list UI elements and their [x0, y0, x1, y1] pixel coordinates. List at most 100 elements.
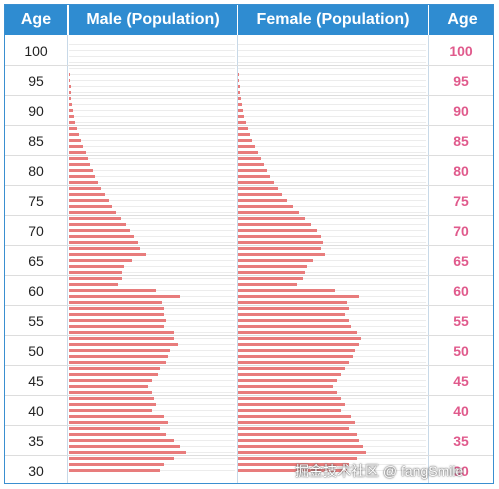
age-label-left: 40 — [28, 403, 44, 419]
male-bar — [69, 307, 164, 310]
age-label-right: 80 — [453, 163, 469, 179]
male-bar — [69, 355, 168, 358]
age-label-right: 45 — [453, 373, 469, 389]
bar-grid-line — [69, 110, 235, 111]
female-bar — [238, 277, 304, 280]
female-bar — [238, 361, 349, 364]
male-bar — [69, 409, 152, 412]
divider-middle — [237, 35, 238, 483]
female-bar — [238, 265, 308, 268]
bar-grid-line — [238, 170, 426, 171]
male-bar — [69, 145, 83, 148]
bar-grid-line — [69, 68, 235, 69]
bar-grid-line — [238, 200, 426, 201]
age-label-right: 35 — [453, 433, 469, 449]
age-label-right: 95 — [453, 73, 469, 89]
age-label-right: 30 — [453, 463, 469, 479]
male-bar — [69, 157, 88, 160]
male-bar — [69, 457, 174, 460]
male-bar — [69, 289, 156, 292]
bar-grid-line — [69, 230, 235, 231]
male-bar — [69, 163, 90, 166]
bar-grid-line — [238, 110, 426, 111]
watermark: 掘金技术社区 @ fangSmile — [295, 463, 464, 479]
bar-grid-line — [69, 194, 235, 195]
female-bar — [238, 421, 355, 424]
female-bar — [238, 217, 306, 220]
bar-grid-line — [69, 158, 235, 159]
female-bar — [238, 337, 361, 340]
bar-grid-line — [69, 284, 235, 285]
bar-grid-line — [69, 272, 235, 273]
age-row-divider — [5, 95, 493, 96]
bar-grid-line — [238, 44, 426, 45]
bar-grid-line — [238, 80, 426, 81]
male-bar — [69, 211, 117, 214]
bar-grid-line — [238, 128, 426, 129]
female-bar — [238, 367, 345, 370]
male-bar — [69, 169, 93, 172]
bar-grid-line — [238, 194, 426, 195]
female-bar — [238, 349, 355, 352]
bar-grid-line — [69, 140, 235, 141]
female-bar — [238, 307, 349, 310]
male-bar — [69, 361, 166, 364]
female-bar — [238, 253, 325, 256]
female-bar — [238, 223, 312, 226]
female-bar — [238, 97, 241, 100]
bar-grid-line — [69, 392, 235, 393]
male-bar — [69, 337, 174, 340]
male-bar — [69, 151, 86, 154]
bar-grid-line — [238, 206, 426, 207]
male-bar — [69, 451, 186, 454]
bar-grid-line — [238, 50, 426, 51]
female-bar — [238, 295, 359, 298]
female-header: Female (Population) — [237, 5, 428, 35]
male-bar — [69, 439, 174, 442]
bar-grid-line — [69, 146, 235, 147]
age-label-left: 50 — [28, 343, 44, 359]
male-bar — [69, 199, 109, 202]
male-bar — [69, 331, 174, 334]
bar-grid-line — [69, 116, 235, 117]
male-bar — [69, 103, 72, 106]
female-bar — [238, 145, 255, 148]
male-bar — [69, 73, 70, 76]
age-row-divider — [5, 215, 493, 216]
female-bar — [238, 331, 357, 334]
female-bar — [238, 433, 357, 436]
bar-grid-line — [238, 176, 426, 177]
age-label-left: 90 — [28, 103, 44, 119]
female-bar — [238, 259, 314, 262]
bar-grid-line — [69, 254, 235, 255]
female-bar — [238, 385, 333, 388]
female-bar — [238, 163, 264, 166]
bar-grid-line — [69, 86, 235, 87]
bar-grid-line — [238, 260, 426, 261]
bar-grid-line — [238, 230, 426, 231]
divider-left — [67, 35, 68, 483]
male-bar — [69, 343, 178, 346]
population-pyramid-table: Age Male (Population) Female (Population… — [4, 4, 494, 484]
male-bar — [69, 301, 162, 304]
male-bar — [69, 97, 71, 100]
age-label-right: 55 — [453, 313, 469, 329]
age-label-right: 75 — [453, 193, 469, 209]
age-label-right: 50 — [453, 343, 469, 359]
bar-grid-line — [238, 272, 426, 273]
male-bar — [69, 91, 71, 94]
female-bar — [238, 469, 347, 472]
male-bar — [69, 469, 160, 472]
female-bar — [238, 289, 335, 292]
age-label-right: 90 — [453, 103, 469, 119]
male-bar — [69, 421, 168, 424]
age-row-divider — [5, 395, 493, 396]
bar-grid-line — [69, 248, 235, 249]
bar-grid-line — [238, 104, 426, 105]
age-row-divider — [5, 335, 493, 336]
bar-grid-line — [238, 248, 426, 249]
female-bar — [238, 187, 278, 190]
male-bar — [69, 277, 123, 280]
age-label-left: 60 — [28, 283, 44, 299]
female-bar — [238, 391, 337, 394]
